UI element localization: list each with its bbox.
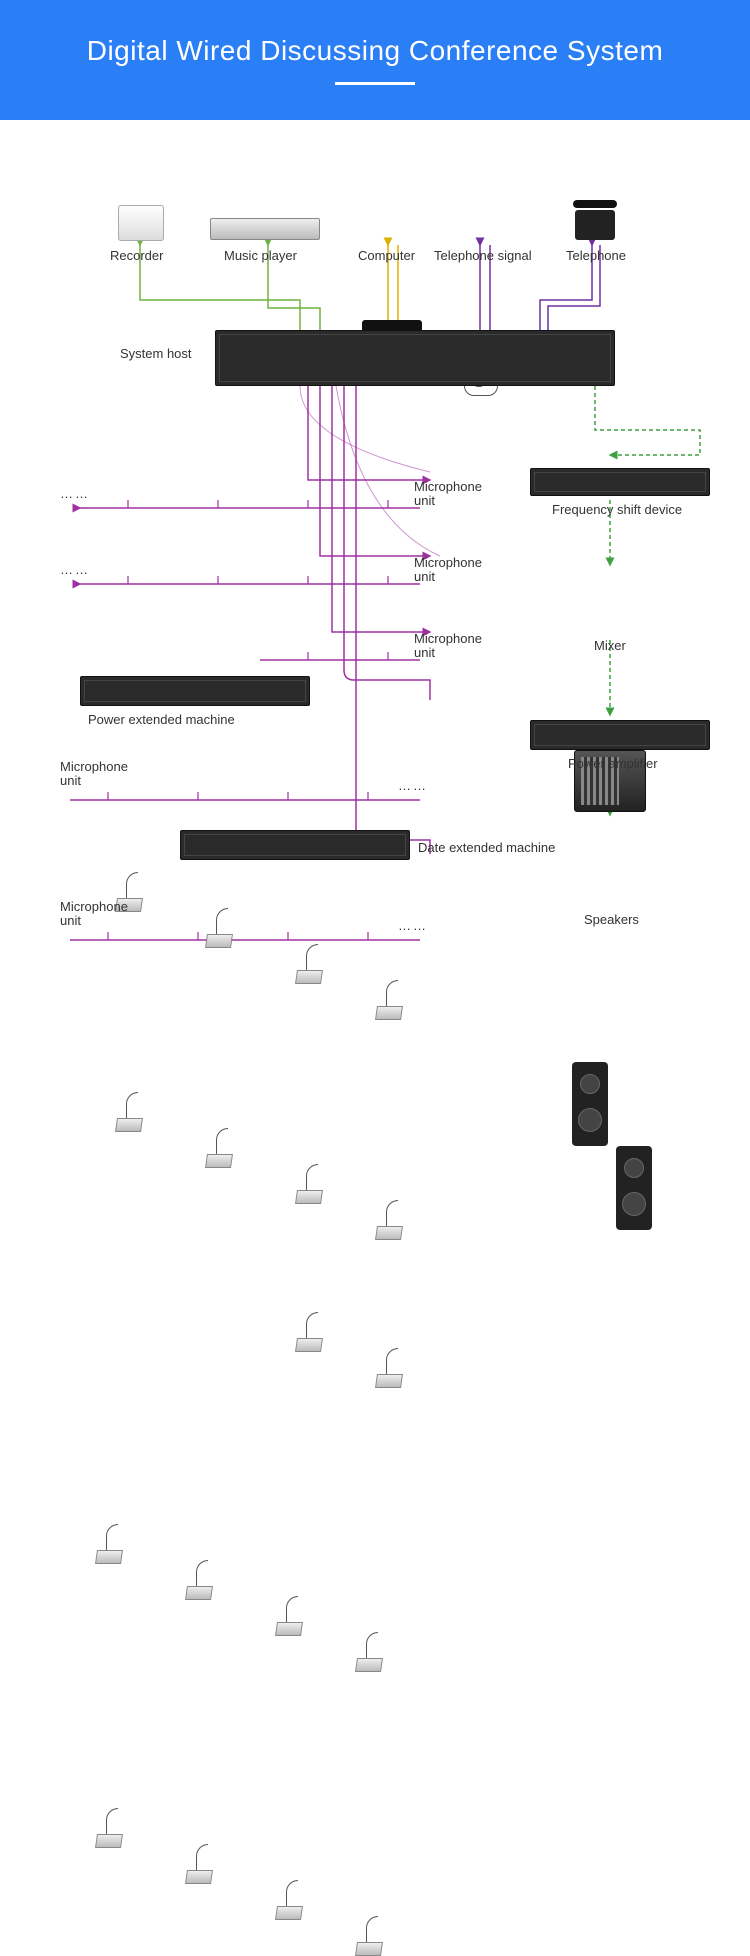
label-mic-unit: Microphoneunit xyxy=(414,480,482,509)
mic-icon xyxy=(348,1920,388,1956)
power-ext-device xyxy=(80,676,310,706)
mic-icon xyxy=(288,1168,328,1204)
power-amp-device xyxy=(530,720,710,750)
label-tel-signal: Telephone signal xyxy=(434,248,532,263)
label-power-amp: Power amplifier xyxy=(568,756,658,771)
mic-icon xyxy=(368,984,408,1020)
mic-icon xyxy=(178,1848,218,1884)
recorder-icon xyxy=(118,205,164,241)
mic-icon xyxy=(88,1812,128,1848)
label-system-host: System host xyxy=(120,346,192,361)
mic-icon xyxy=(368,1204,408,1240)
mic-icon xyxy=(368,1352,408,1388)
mic-icon xyxy=(88,1528,128,1564)
music-player-icon xyxy=(210,218,320,240)
label-date-ext: Date extended machine xyxy=(418,840,555,855)
label-computer: Computer xyxy=(358,248,415,263)
mic-icon xyxy=(268,1884,308,1920)
ellipsis: …… xyxy=(60,486,90,501)
freq-shift-device xyxy=(530,468,710,496)
label-telephone: Telephone xyxy=(566,248,626,263)
mic-icon xyxy=(178,1564,218,1600)
title-underline xyxy=(335,82,415,85)
speaker-right xyxy=(616,1146,652,1230)
label-power-ext: Power extended machine xyxy=(88,712,235,727)
mic-icon xyxy=(268,1600,308,1636)
mic-icon xyxy=(288,948,328,984)
mic-icon xyxy=(198,912,238,948)
label-freq-shift: Frequency shift device xyxy=(552,502,682,517)
label-mixer: Mixer xyxy=(594,638,626,653)
mic-icon xyxy=(348,1636,388,1672)
label-mic-unit: Microphoneunit xyxy=(414,632,482,661)
ellipsis: …… xyxy=(398,918,428,933)
mic-icon xyxy=(108,1096,148,1132)
system-host-device xyxy=(215,330,615,386)
label-mic-unit: Microphoneunit xyxy=(60,760,128,789)
label-mic-unit: Microphoneunit xyxy=(414,556,482,585)
mic-icon xyxy=(288,1316,328,1352)
label-recorder: Recorder xyxy=(110,248,163,263)
ellipsis: …… xyxy=(60,562,90,577)
ellipsis: …… xyxy=(398,778,428,793)
speaker-left xyxy=(572,1062,608,1146)
mic-icon xyxy=(198,1132,238,1168)
date-ext-device xyxy=(180,830,410,860)
page-title: Digital Wired Discussing Conference Syst… xyxy=(87,35,664,67)
header-banner: Digital Wired Discussing Conference Syst… xyxy=(0,0,750,120)
label-music-player: Music player xyxy=(224,248,297,263)
telephone-icon xyxy=(570,200,620,240)
label-speakers: Speakers xyxy=(584,912,639,927)
label-mic-unit: Microphoneunit xyxy=(60,900,128,929)
